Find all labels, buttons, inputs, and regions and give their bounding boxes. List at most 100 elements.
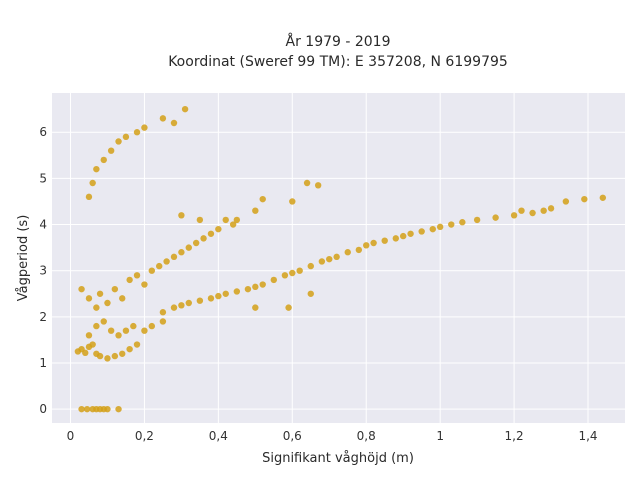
x-tick-label: 1,2: [505, 429, 524, 443]
data-point: [355, 246, 363, 254]
data-point: [303, 179, 311, 187]
data-point: [259, 281, 266, 288]
data-point: [170, 304, 178, 311]
data-point: [418, 228, 425, 235]
data-point: [547, 205, 555, 212]
y-tick-label: 5: [39, 171, 47, 185]
chart-title-line2: Koordinat (Sweref 99 TM): E 357208, N 61…: [168, 54, 508, 70]
data-point: [122, 327, 130, 334]
data-point: [96, 290, 104, 297]
chart-title-line1: År 1979 - 2019: [286, 33, 391, 50]
data-point: [363, 242, 370, 249]
data-point: [178, 302, 185, 309]
data-point: [529, 209, 536, 217]
data-point: [141, 124, 148, 131]
data-point: [192, 239, 200, 247]
data-point: [581, 195, 588, 203]
data-point: [392, 235, 399, 242]
data-point: [119, 295, 126, 302]
data-point: [233, 288, 241, 295]
data-point: [148, 267, 156, 274]
data-point: [344, 249, 351, 256]
data-point: [436, 223, 444, 231]
x-tick-label: 0,6: [283, 429, 302, 443]
data-point: [115, 405, 122, 413]
data-point: [289, 198, 296, 205]
data-point: [141, 327, 148, 334]
data-point: [130, 322, 137, 330]
data-point: [318, 258, 326, 265]
data-point: [252, 207, 259, 214]
data-point: [252, 304, 259, 311]
data-point: [111, 352, 119, 360]
data-point: [148, 322, 156, 330]
data-point: [473, 216, 481, 224]
data-point: [307, 262, 314, 270]
data-point: [93, 304, 100, 311]
data-point: [459, 219, 466, 226]
data-point: [141, 281, 148, 288]
data-point: [111, 285, 119, 293]
data-point: [518, 207, 525, 214]
data-point: [78, 285, 85, 293]
data-point: [185, 244, 192, 251]
data-point: [89, 341, 96, 348]
data-point: [181, 105, 189, 113]
data-point: [599, 194, 607, 201]
x-tick-label: 0: [67, 429, 75, 443]
y-tick-label: 0: [39, 402, 47, 416]
data-point: [222, 290, 229, 297]
data-point: [215, 225, 222, 233]
data-point: [448, 221, 455, 228]
data-point: [133, 341, 141, 348]
data-point: [104, 299, 111, 307]
data-point: [399, 232, 407, 240]
data-point: [207, 295, 215, 302]
data-point: [163, 258, 170, 265]
data-point: [89, 179, 96, 187]
data-point: [196, 297, 204, 304]
data-point: [196, 216, 204, 224]
data-point: [314, 182, 322, 189]
data-point: [326, 255, 333, 263]
data-point: [289, 269, 296, 277]
data-points: [74, 105, 607, 413]
data-point: [244, 285, 252, 293]
x-tick-label: 0,2: [135, 429, 154, 443]
data-point: [93, 322, 100, 330]
data-point: [85, 193, 93, 201]
y-tick-label: 4: [39, 218, 47, 232]
data-point: [100, 318, 107, 325]
data-point: [370, 239, 377, 247]
data-point: [200, 235, 207, 242]
data-point: [492, 214, 499, 221]
data-point: [170, 119, 178, 127]
data-point: [178, 249, 185, 256]
data-point: [119, 350, 126, 357]
data-point: [307, 290, 314, 297]
data-point: [78, 405, 85, 413]
data-point: [185, 299, 192, 307]
x-tick-label: 0,4: [209, 429, 228, 443]
data-point: [83, 405, 91, 413]
data-point: [159, 309, 167, 316]
data-point: [540, 207, 547, 214]
data-point: [85, 295, 93, 302]
data-point: [510, 212, 518, 219]
x-axis-ticks: 0 0,2 0,4 0,6 0,8 1 1,2 1,4: [67, 429, 598, 443]
x-axis-label: Signifikant våghöjd (m): [262, 451, 414, 466]
data-point: [333, 253, 340, 261]
data-point: [107, 327, 115, 334]
data-point: [133, 129, 141, 136]
data-point: [562, 198, 570, 205]
data-point: [229, 221, 237, 228]
data-point: [285, 304, 292, 311]
y-axis-label: Vågperiod (s): [16, 215, 31, 302]
data-point: [259, 195, 266, 203]
data-point: [156, 262, 163, 270]
data-point: [296, 267, 303, 274]
data-point: [252, 283, 259, 291]
y-tick-label: 1: [39, 356, 47, 370]
data-point: [222, 216, 229, 224]
